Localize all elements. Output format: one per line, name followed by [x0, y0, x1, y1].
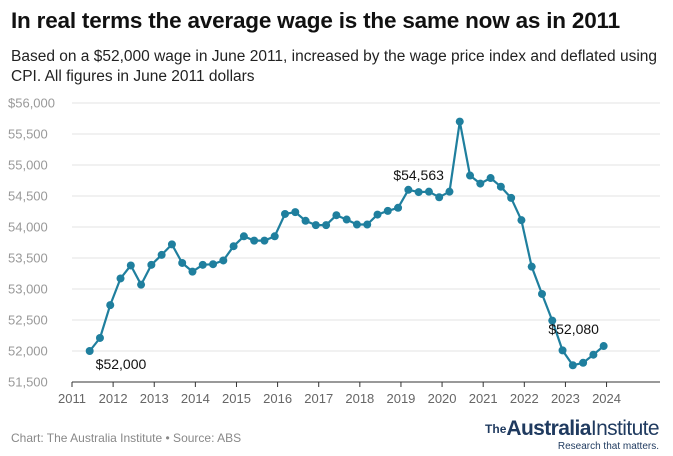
data-point — [373, 210, 382, 219]
y-tick-label: 54,000 — [8, 220, 48, 235]
data-point — [157, 250, 166, 259]
data-point — [424, 187, 433, 196]
x-tick-label: 2020 — [428, 391, 457, 406]
data-point — [311, 221, 320, 230]
data-point — [466, 171, 475, 180]
data-point — [85, 347, 94, 355]
data-point — [579, 358, 588, 367]
data-point — [239, 232, 248, 241]
brand-name: TheAustraliaInstitute — [485, 417, 660, 440]
data-labels: $52,000 $54,563 $52,080 — [96, 167, 600, 372]
data-point — [507, 193, 516, 202]
data-point — [95, 333, 104, 342]
y-tick-label: 53,000 — [8, 282, 48, 297]
y-tick-label: 51,500 — [8, 375, 48, 390]
data-point — [486, 174, 495, 183]
data-point — [414, 188, 423, 197]
x-tick-label: 2022 — [510, 391, 539, 406]
data-point — [527, 262, 536, 271]
data-point — [342, 215, 351, 224]
data-point — [167, 240, 176, 249]
data-point — [219, 256, 228, 265]
series-line — [88, 120, 605, 367]
chart-source: Chart: The Australia Institute • Source:… — [11, 431, 242, 445]
data-point — [496, 182, 505, 191]
brand-the: The — [485, 422, 507, 436]
data-point — [137, 280, 146, 289]
data-point — [435, 193, 444, 202]
data-point — [455, 117, 464, 126]
x-tick-label: 2024 — [592, 391, 621, 406]
y-tick-label: $56,000 — [8, 96, 55, 111]
y-tick-label: 55,500 — [8, 127, 48, 142]
data-label: $52,000 — [96, 356, 147, 372]
x-tick-label: 2013 — [140, 391, 169, 406]
gridlines — [72, 102, 660, 352]
data-point — [558, 346, 567, 355]
data-point — [106, 301, 115, 310]
y-tick-label: 54,500 — [8, 189, 48, 204]
data-point — [537, 289, 546, 298]
data-point — [332, 211, 341, 220]
brand-name-regular: Institute — [590, 417, 660, 440]
x-tick-label: 2021 — [469, 391, 498, 406]
data-point — [291, 208, 300, 217]
data-point — [548, 316, 557, 325]
brand-logo: TheAustraliaInstitute Research that matt… — [485, 417, 660, 453]
data-point — [188, 267, 197, 276]
x-tick-label: 2012 — [99, 391, 128, 406]
y-tick-label: 52,500 — [8, 313, 48, 328]
data-point — [476, 179, 485, 188]
y-tick-label: 55,000 — [8, 158, 48, 173]
data-point — [363, 220, 372, 229]
data-point — [260, 236, 269, 245]
series-wage — [85, 117, 608, 370]
data-point — [270, 232, 279, 241]
x-tick-label: 2016 — [263, 391, 292, 406]
data-point — [352, 220, 361, 229]
brand-name-bold: Australia — [506, 417, 591, 440]
brand-tagline: Research that matters. — [557, 441, 659, 452]
data-point — [250, 236, 259, 245]
data-point — [322, 221, 331, 230]
data-point — [116, 274, 125, 283]
data-point — [383, 206, 392, 215]
x-tick-label: 2015 — [222, 391, 251, 406]
chart-subtitle: Based on a $52,000 wage in June 2011, in… — [11, 48, 658, 85]
x-tick-label: 2014 — [181, 391, 210, 406]
x-tick-label: 2023 — [551, 391, 580, 406]
data-point — [301, 216, 310, 225]
y-tick-label: 53,500 — [8, 251, 48, 266]
data-point — [178, 258, 187, 267]
data-point — [280, 209, 289, 218]
data-point — [599, 342, 608, 351]
data-point — [209, 260, 218, 269]
x-tick-label: 2018 — [345, 391, 374, 406]
data-point — [517, 216, 526, 225]
data-point — [147, 260, 156, 269]
data-point — [198, 260, 207, 269]
data-label: $52,080 — [548, 321, 599, 337]
data-point — [394, 203, 403, 212]
data-point — [404, 185, 413, 194]
data-point — [568, 361, 577, 370]
axes: 51,500 52,000 52,500 53,000 53,500 54,000 54,5… — [8, 96, 660, 406]
y-tick-label: 52,000 — [8, 344, 48, 359]
x-tick-label: 2019 — [386, 391, 415, 406]
x-tick-label: 2017 — [304, 391, 333, 406]
data-label: $54,563 — [393, 167, 444, 183]
data-point — [445, 187, 454, 196]
data-point — [229, 242, 238, 251]
chart-title: In real terms the average wage is the sa… — [11, 8, 620, 33]
data-point — [126, 261, 135, 270]
data-point — [589, 350, 598, 359]
x-tick-label: 2011 — [58, 391, 86, 406]
